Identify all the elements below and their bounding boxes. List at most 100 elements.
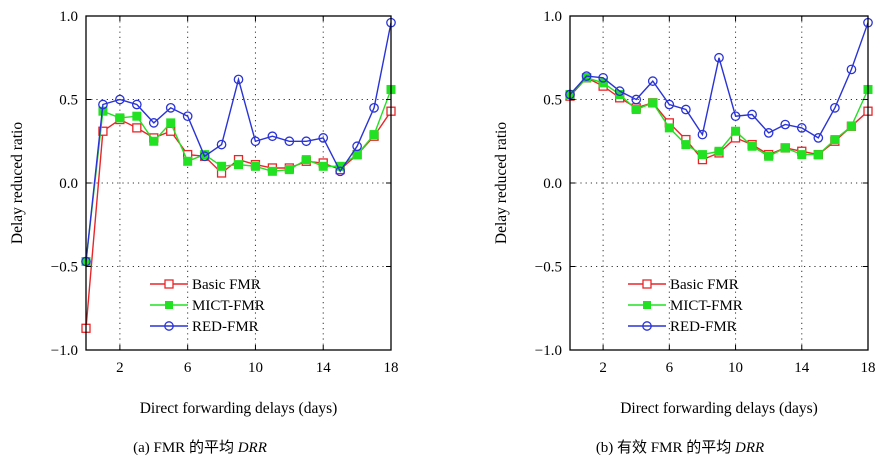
data-point-red-fmr (199, 151, 210, 162)
data-point-red-fmr (318, 133, 329, 143)
y-tick-label: −0.5 (51, 260, 78, 276)
y-tick-label: −1.0 (535, 343, 562, 359)
data-point-mict-fmr (284, 165, 294, 175)
data-point-red-fmr (233, 74, 244, 85)
chart-panel-a: 2 6 10 14 18 −1.0 −0.5 0.0 0.5 1.0 Direct forwardi… (9, 9, 399, 456)
legend-marker-basic-fmr (642, 279, 652, 289)
data-point-red-fmr (796, 123, 807, 133)
data-point-basic-fmr (98, 126, 108, 136)
data-point-mict-fmr (217, 161, 227, 171)
x-tick-label: 14 (794, 360, 810, 376)
series-line-basic-fmr (85, 110, 392, 329)
x-tick-label: 2 (599, 360, 607, 376)
data-point-red-fmr (647, 76, 658, 86)
data-point-mict-fmr (681, 140, 691, 150)
data-point-red-fmr (813, 133, 824, 143)
x-tick-label: 10 (248, 360, 263, 376)
data-point-red-fmr (581, 71, 592, 81)
data-point-red-fmr (335, 166, 346, 177)
data-point-mict-fmr (697, 150, 707, 160)
legend-label-mict-fmr: MICT-FMR (192, 298, 265, 314)
data-point-mict-fmr (234, 160, 243, 170)
data-point-red-fmr (182, 111, 193, 122)
x-tick-label: 2 (116, 360, 124, 376)
data-point-red-fmr (730, 111, 741, 122)
y-tick-label: 0.0 (543, 176, 562, 192)
data-point-red-fmr (301, 136, 312, 147)
data-point-mict-fmr (664, 123, 674, 133)
caption-text: (a) FMR 的平均 (133, 439, 238, 456)
data-point-red-fmr (830, 103, 840, 113)
chart-panel-b: 2 6 10 14 18 −1.0 −0.5 0.0 0.5 1.0 Direct forwardi… (493, 9, 876, 456)
y-tick-label: 0.5 (543, 93, 562, 109)
data-point-red-fmr (98, 99, 108, 110)
data-point-mict-fmr (267, 166, 277, 176)
data-point-mict-fmr (648, 98, 658, 108)
data-point-red-fmr (631, 94, 642, 105)
legend-label-red-fmr: RED-FMR (670, 319, 737, 335)
data-point-mict-fmr (369, 130, 379, 140)
data-point-red-fmr (697, 129, 708, 140)
legend-marker-red-fmr (164, 321, 174, 331)
data-point-red-fmr (148, 118, 159, 128)
data-point-red-fmr (614, 86, 625, 97)
x-tick-label: 6 (666, 360, 674, 376)
legend-label-mict-fmr: MICT-FMR (670, 298, 743, 314)
series-line-mict-fmr (569, 77, 869, 158)
series-line-red-fmr (569, 22, 869, 139)
data-point-basic-fmr (132, 123, 142, 133)
data-point-red-fmr (216, 139, 227, 150)
data-point-red-fmr (267, 131, 278, 142)
data-point-red-fmr (780, 119, 791, 130)
data-point-mict-fmr (846, 121, 856, 131)
data-point-mict-fmr (631, 105, 641, 115)
legend-label-red-fmr: RED-FMR (192, 319, 259, 335)
legend-label-basic-fmr: Basic FMR (192, 277, 261, 293)
data-point-red-fmr (747, 109, 757, 120)
legend: Basic FMR MICT-FMR RED-FMR (628, 277, 743, 335)
data-point-mict-fmr (149, 136, 159, 146)
x-tick-label: 6 (184, 360, 192, 376)
caption-italic-text: DRR (734, 440, 764, 456)
data-point-mict-fmr (714, 146, 724, 156)
x-tick-label: 10 (728, 360, 743, 376)
x-axis-label: Direct forwarding delays (days) (140, 400, 338, 417)
y-axis-label: Delay reduced ratio (493, 122, 510, 244)
data-point-mict-fmr (318, 161, 328, 171)
data-point-red-fmr (763, 128, 774, 138)
x-axis-label: Direct forwarding delays (days) (620, 400, 818, 417)
caption-italic-text: DRR (237, 440, 267, 456)
series-line-red-fmr (85, 22, 392, 262)
y-tick-label: 0.0 (59, 176, 78, 192)
data-point-mict-fmr (132, 111, 142, 121)
data-point-red-fmr (165, 103, 176, 113)
data-point-mict-fmr (598, 78, 608, 88)
data-point-mict-fmr (797, 150, 807, 160)
data-point-red-fmr (284, 136, 295, 147)
data-point-mict-fmr (830, 135, 840, 145)
legend-label-basic-fmr: Basic FMR (670, 277, 739, 293)
y-tick-label: 0.5 (59, 93, 78, 109)
legend-marker-basic-fmr (164, 279, 174, 289)
data-point-mict-fmr (764, 151, 774, 161)
x-tick-label: 18 (384, 360, 399, 376)
x-tick-label: 18 (861, 360, 876, 376)
data-point-mict-fmr (780, 143, 790, 153)
y-axis-label: Delay reduced ratio (9, 122, 26, 244)
data-point-red-fmr (598, 72, 608, 83)
legend-marker-mict-fmr (643, 301, 651, 309)
data-point-mict-fmr (747, 141, 757, 151)
figure-caption: (b) 有效 FMR 的平均 DRR (596, 439, 764, 456)
y-tick-label: −0.5 (535, 260, 562, 276)
data-point-red-fmr (250, 136, 261, 147)
data-point-red-fmr (681, 104, 691, 115)
data-point-red-fmr (846, 64, 857, 75)
data-point-mict-fmr (301, 155, 311, 165)
data-point-mict-fmr (731, 126, 741, 136)
x-tick-label: 14 (316, 360, 332, 376)
y-tick-label: −1.0 (51, 343, 78, 359)
caption-text: (b) 有效 FMR 的平均 (596, 439, 735, 456)
y-tick-label: 1.0 (59, 9, 78, 25)
y-tick-label: 1.0 (543, 9, 562, 25)
